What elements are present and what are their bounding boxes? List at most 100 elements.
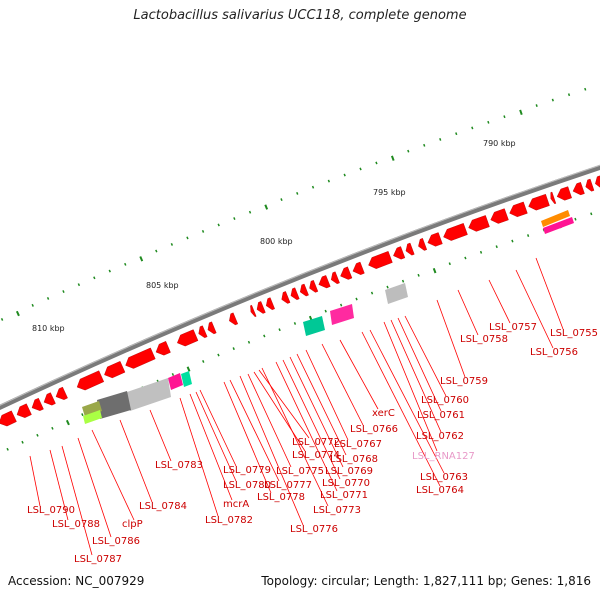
scale-label-810: 810 kbp xyxy=(32,324,65,333)
leader-line xyxy=(223,381,272,494)
inner-scale-tick xyxy=(6,447,9,451)
leader-line xyxy=(515,269,554,349)
leader-line xyxy=(49,449,69,521)
gene-label: LSL_0784 xyxy=(139,501,187,512)
gene-label: LSL_0757 xyxy=(489,322,537,333)
scale-label-790: 790 kbp xyxy=(483,139,516,148)
gene-arrow xyxy=(0,410,17,427)
inner-scale-tick xyxy=(511,239,514,243)
scale-label-795: 795 kbp xyxy=(373,188,406,197)
gene-arrow xyxy=(250,304,257,318)
gene-label: clpP xyxy=(122,519,143,530)
gene-label: LSL_0767 xyxy=(334,439,382,450)
gene-label: LSL_0762 xyxy=(416,431,464,442)
gene-arrow xyxy=(198,325,208,339)
gene-arrow xyxy=(393,246,406,260)
leader-line xyxy=(305,349,349,441)
scale-tick xyxy=(264,204,269,210)
leader-line xyxy=(261,367,329,507)
gene-label: LSL_0782 xyxy=(205,515,253,526)
scale-tick xyxy=(46,296,50,300)
inner-scale-tick xyxy=(527,234,530,237)
scale-tick xyxy=(327,179,330,183)
scale-tick xyxy=(359,167,362,171)
gene-label: LSL_0761 xyxy=(417,410,465,421)
scale-tick xyxy=(15,310,20,317)
gene-label: LSL_0759 xyxy=(440,376,488,387)
leader-line xyxy=(404,315,447,397)
leader-line xyxy=(339,339,379,410)
gene-arrow xyxy=(468,215,490,232)
leader-line xyxy=(189,393,233,501)
gene-arrow xyxy=(55,386,68,400)
scale-tick xyxy=(471,126,474,130)
scale-tick xyxy=(201,229,205,233)
scale-tick xyxy=(124,262,127,266)
inner-scale-tick xyxy=(386,285,389,289)
gene-arrow xyxy=(125,347,156,369)
gene-arrow xyxy=(340,266,353,280)
gene-label: LSL_0790 xyxy=(27,505,75,516)
gene-features xyxy=(0,175,600,427)
feature-block-gray-mid xyxy=(127,378,171,411)
gene-arrow xyxy=(550,191,557,205)
scale-label-805: 805 kbp xyxy=(146,281,179,290)
inner-scale-tick xyxy=(21,440,24,444)
gene-label: LSL_0780 xyxy=(223,480,271,491)
gene-arrow xyxy=(368,251,393,269)
gene-label: LSL_0755 xyxy=(550,328,598,339)
gene-arrow xyxy=(595,175,600,188)
scale-tick xyxy=(170,242,174,246)
feature-block-teal-2 xyxy=(181,371,192,387)
inner-scale-tick xyxy=(448,262,451,266)
gene-arrow xyxy=(299,283,309,297)
leader-line xyxy=(296,353,347,456)
gene-label: LSL_0769 xyxy=(325,466,373,477)
scale-tick xyxy=(155,249,158,253)
inner-scale-tick xyxy=(293,322,297,325)
gene-label: LSL_0787 xyxy=(74,554,122,565)
gene-label: LSL_0771 xyxy=(320,490,368,501)
inner-scale-tick xyxy=(355,297,358,301)
leader-line xyxy=(229,379,280,482)
gene-label-rna: LSL_RNA127 xyxy=(412,451,475,462)
genome-summary-text: Topology: circular; Length: 1,827,111 bp… xyxy=(261,574,591,588)
gene-label: LSL_0764 xyxy=(416,485,464,496)
leader-line xyxy=(247,373,292,468)
inner-scale-tick xyxy=(495,245,498,249)
gene-arrow xyxy=(556,186,572,201)
scale-tick xyxy=(311,185,315,189)
gene-arrow xyxy=(229,312,239,326)
scale-tick xyxy=(423,143,426,147)
gene-arrow xyxy=(309,280,319,293)
gene-label: LSL_0770 xyxy=(322,478,370,489)
genome-backbone-highlight xyxy=(0,164,600,406)
gene-arrow xyxy=(155,341,171,356)
gene-arrow xyxy=(528,193,550,211)
scale-tick xyxy=(139,256,144,262)
scale-tick xyxy=(503,115,506,119)
leader-line xyxy=(457,289,479,336)
leader-line xyxy=(179,397,219,517)
scale-tick xyxy=(519,109,523,115)
leader-line xyxy=(361,331,441,487)
scale-tick xyxy=(280,198,283,202)
gene-label: LSL_0783 xyxy=(155,460,203,471)
scale-labels: 790 kbp 795 kbp 800 kbp 805 kbp 810 kbp xyxy=(32,139,516,333)
gene-label: LSL_0760 xyxy=(421,395,469,406)
gene-arrow xyxy=(585,178,595,192)
gene-arrow xyxy=(177,329,199,347)
scale-tick xyxy=(551,98,554,102)
gene-label: LSL_0756 xyxy=(530,347,578,358)
gene-arrow xyxy=(31,397,44,411)
gene-arrow xyxy=(509,201,528,218)
gene-arrow xyxy=(405,242,415,256)
feature-block-teal xyxy=(303,316,325,336)
leader-line xyxy=(488,279,511,324)
inner-scale-tick xyxy=(65,419,70,426)
scale-tick xyxy=(439,138,442,141)
inner-scale-tick xyxy=(464,256,467,260)
leader-line xyxy=(239,375,304,526)
inner-scale-tick xyxy=(417,273,420,277)
leader-line xyxy=(383,321,438,452)
